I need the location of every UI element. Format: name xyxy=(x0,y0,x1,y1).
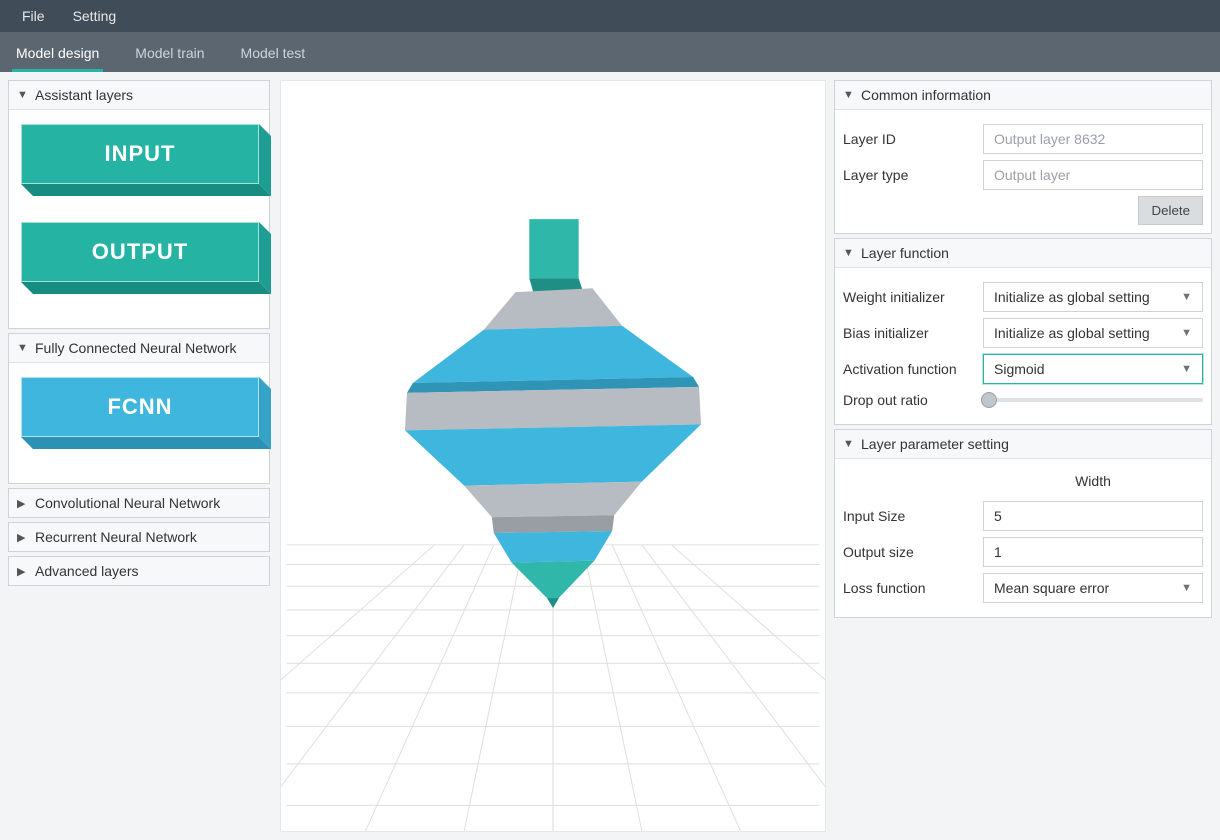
block-label: INPUT xyxy=(21,124,259,184)
chevron-right-icon: ▶ xyxy=(17,497,29,510)
panel-rnn: ▶ Recurrent Neural Network xyxy=(8,522,270,552)
model-3d-icon xyxy=(281,81,825,831)
panel-header-rnn[interactable]: ▶ Recurrent Neural Network xyxy=(9,523,269,551)
panel-header-advanced[interactable]: ▶ Advanced layers xyxy=(9,557,269,585)
panel-title: Advanced layers xyxy=(35,563,139,579)
right-panel: ▼ Common information Layer ID Layer type xyxy=(830,72,1220,840)
block-input[interactable]: INPUT xyxy=(21,124,257,194)
block-label: FCNN xyxy=(21,377,259,437)
block-fcnn[interactable]: FCNN xyxy=(21,377,257,447)
label-width-header: Width xyxy=(983,473,1203,489)
chevron-down-icon: ▼ xyxy=(1181,582,1192,594)
panel-title: Layer function xyxy=(861,245,949,261)
panel-assistant-layers: ▼ Assistant layers INPUT OUTPUT xyxy=(8,80,270,329)
slider-thumb-icon[interactable] xyxy=(981,392,997,408)
menu-setting[interactable]: Setting xyxy=(59,0,131,32)
label-bias-init: Bias initializer xyxy=(843,325,973,341)
chevron-down-icon: ▼ xyxy=(1181,363,1192,375)
panel-header-params[interactable]: ▼ Layer parameter setting xyxy=(835,430,1211,459)
block-label: OUTPUT xyxy=(21,222,259,282)
label-layer-id: Layer ID xyxy=(843,131,973,147)
panel-header-assistant[interactable]: ▼ Assistant layers xyxy=(9,81,269,110)
panel-title: Layer parameter setting xyxy=(861,436,1009,452)
menubar: File Setting xyxy=(0,0,1220,32)
delete-button[interactable]: Delete xyxy=(1138,196,1203,225)
panel-body-fcnn: FCNN xyxy=(9,363,269,483)
panel-title: Recurrent Neural Network xyxy=(35,529,197,545)
tab-model-design[interactable]: Model design xyxy=(12,35,103,72)
panel-title: Common information xyxy=(861,87,991,103)
chevron-down-icon: ▼ xyxy=(17,89,29,101)
label-layer-type: Layer type xyxy=(843,167,973,183)
select-weight-init[interactable]: Initialize as global setting ▼ xyxy=(983,282,1203,312)
menu-file[interactable]: File xyxy=(8,0,59,32)
select-bias-init[interactable]: Initialize as global setting ▼ xyxy=(983,318,1203,348)
panel-layer-params: ▼ Layer parameter setting Width Input Si… xyxy=(834,429,1212,618)
label-loss: Loss function xyxy=(843,580,973,596)
tab-model-train[interactable]: Model train xyxy=(131,35,208,72)
input-layer-type[interactable] xyxy=(983,160,1203,190)
dropout-slider[interactable] xyxy=(983,390,1203,410)
label-activation: Activation function xyxy=(843,361,973,377)
tab-model-test[interactable]: Model test xyxy=(237,35,310,72)
label-dropout: Drop out ratio xyxy=(843,392,973,408)
input-input-size[interactable] xyxy=(983,501,1203,531)
main-area: ▼ Assistant layers INPUT OUTPUT ▼ Fully … xyxy=(0,72,1220,840)
chevron-down-icon: ▼ xyxy=(843,89,855,101)
select-value: Sigmoid xyxy=(994,361,1045,377)
select-loss[interactable]: Mean square error ▼ xyxy=(983,573,1203,603)
panel-fcnn: ▼ Fully Connected Neural Network FCNN xyxy=(8,333,270,484)
chevron-down-icon: ▼ xyxy=(17,342,29,354)
block-output[interactable]: OUTPUT xyxy=(21,222,257,292)
input-layer-id[interactable] xyxy=(983,124,1203,154)
canvas-3d-view[interactable] xyxy=(280,80,826,832)
panel-header-cnn[interactable]: ▶ Convolutional Neural Network xyxy=(9,489,269,517)
label-input-size: Input Size xyxy=(843,508,973,524)
chevron-down-icon: ▼ xyxy=(843,247,855,259)
chevron-right-icon: ▶ xyxy=(17,531,29,544)
panel-body-assistant: INPUT OUTPUT xyxy=(9,110,269,328)
panel-header-common[interactable]: ▼ Common information xyxy=(835,81,1211,110)
panel-header-function[interactable]: ▼ Layer function xyxy=(835,239,1211,268)
chevron-right-icon: ▶ xyxy=(17,565,29,578)
panel-header-fcnn[interactable]: ▼ Fully Connected Neural Network xyxy=(9,334,269,363)
select-activation[interactable]: Sigmoid ▼ xyxy=(983,354,1203,384)
label-output-size: Output size xyxy=(843,544,973,560)
chevron-down-icon: ▼ xyxy=(1181,291,1192,303)
panel-common-info: ▼ Common information Layer ID Layer type xyxy=(834,80,1212,234)
panel-title: Fully Connected Neural Network xyxy=(35,340,237,356)
select-value: Initialize as global setting xyxy=(994,289,1150,305)
select-value: Initialize as global setting xyxy=(994,325,1150,341)
panel-cnn: ▶ Convolutional Neural Network xyxy=(8,488,270,518)
label-weight-init: Weight initializer xyxy=(843,289,973,305)
panel-layer-function: ▼ Layer function Weight initializer Init… xyxy=(834,238,1212,425)
chevron-down-icon: ▼ xyxy=(843,438,855,450)
chevron-down-icon: ▼ xyxy=(1181,327,1192,339)
input-output-size[interactable] xyxy=(983,537,1203,567)
select-value: Mean square error xyxy=(994,580,1109,596)
left-panel: ▼ Assistant layers INPUT OUTPUT ▼ Fully … xyxy=(0,72,276,840)
panel-advanced: ▶ Advanced layers xyxy=(8,556,270,586)
tabbar: Model design Model train Model test xyxy=(0,32,1220,72)
panel-title: Assistant layers xyxy=(35,87,133,103)
panel-title: Convolutional Neural Network xyxy=(35,495,220,511)
